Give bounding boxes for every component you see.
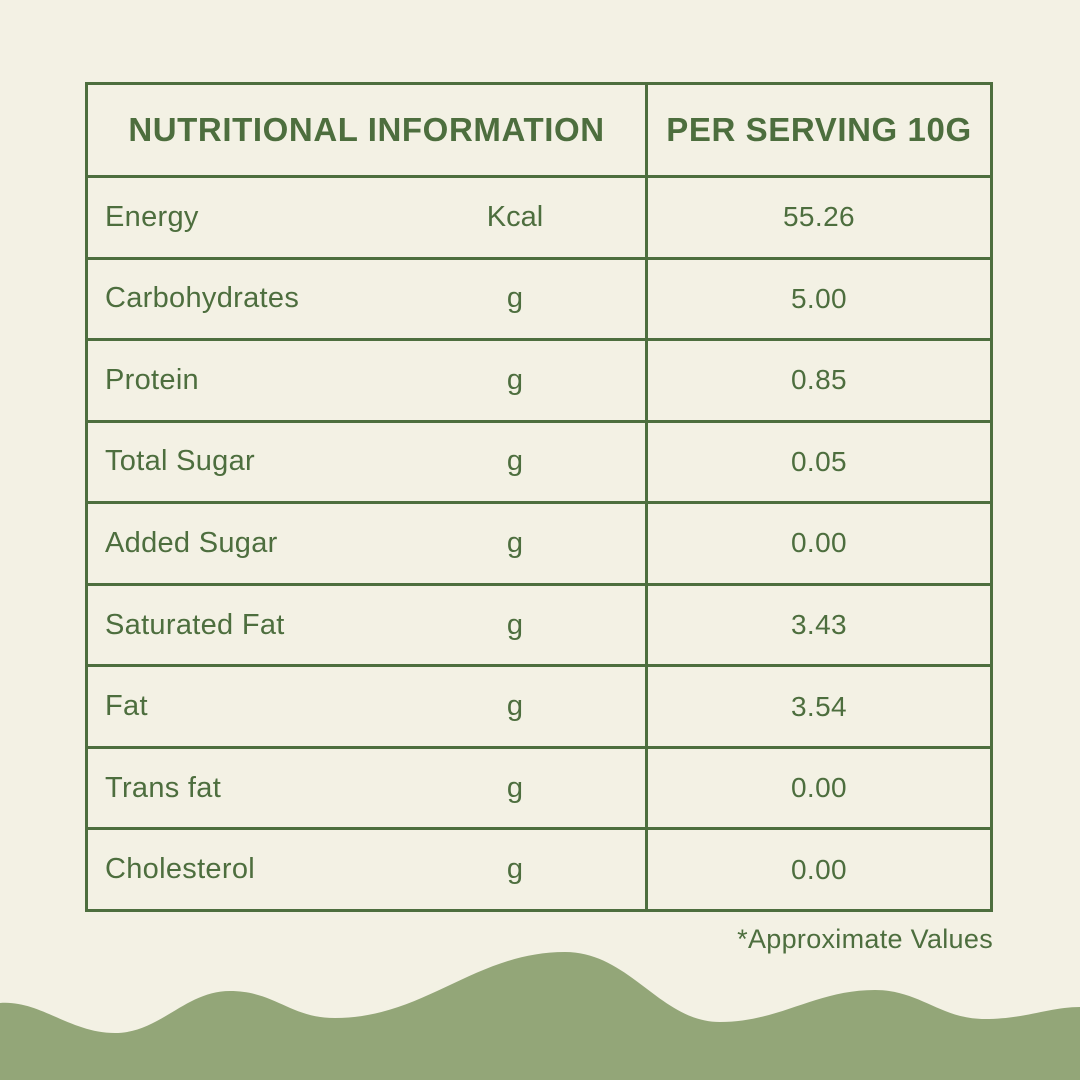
nutrient-name: Added Sugar [105,526,278,559]
nutrient-value: 0.05 [648,422,990,502]
table-row-trans-fat: Trans fat g [88,748,645,828]
nutrient-value: 5.00 [648,259,990,339]
table-row-carbohydrates: Carbohydrates g [88,259,645,339]
table-row-energy: Energy Kcal [88,178,645,257]
nutrient-unit: g [506,282,524,315]
table-row-cholesterol: Cholesterol g [88,830,645,909]
nutrient-name: Energy [105,200,199,233]
nutrient-name: Total Sugar [105,445,255,478]
nutrition-table: NUTRITIONAL INFORMATION PER SERVING 10G … [85,82,993,912]
nutrient-unit: g [506,771,524,804]
nutrient-value: 0.00 [648,830,990,909]
nutrient-value: 55.26 [648,178,990,257]
nutrient-name: Protein [105,363,199,396]
table-row-fat: Fat g [88,667,645,746]
nutrient-name: Fat [105,690,148,723]
nutrient-value: 0.00 [648,504,990,583]
table-header-nutritional-information: NUTRITIONAL INFORMATION [88,85,645,175]
nutrient-unit: g [506,608,524,641]
table-row-saturated-fat: Saturated Fat g [88,585,645,665]
nutrient-value: 3.54 [648,667,990,746]
nutrient-unit: g [506,690,524,723]
table-row-total-sugar: Total Sugar g [88,422,645,502]
nutrient-value: 3.43 [648,585,990,665]
table-header-per-serving: PER SERVING 10G [648,85,990,175]
nutrient-value: 0.85 [648,341,990,420]
table-row-protein: Protein g [88,341,645,420]
nutrient-value: 0.00 [648,748,990,828]
nutrient-unit: g [506,526,524,559]
table-row-added-sugar: Added Sugar g [88,504,645,583]
nutrient-name: Carbohydrates [105,282,300,315]
nutrient-unit: Kcal [486,200,544,233]
nutrient-name: Trans fat [105,771,222,804]
nutrient-unit: g [506,363,524,396]
nutrient-name: Saturated Fat [105,608,285,641]
nutrient-name: Cholesterol [105,853,255,886]
nutrient-unit: g [506,853,524,886]
nutrient-unit: g [506,445,524,478]
approximate-values-note: *Approximate Values [737,924,993,954]
